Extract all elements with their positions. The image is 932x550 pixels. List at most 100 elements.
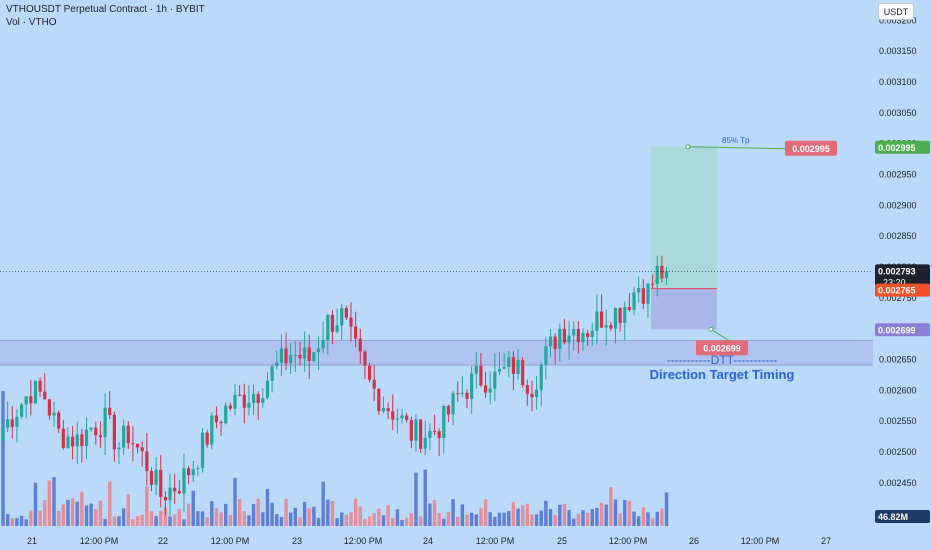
volume-bar <box>219 512 223 526</box>
volume-bar <box>196 511 200 526</box>
candle-body <box>126 425 130 444</box>
currency-button[interactable]: USDT <box>878 3 914 20</box>
volume-bar <box>493 516 497 526</box>
candle-body <box>279 348 283 363</box>
candle-body <box>483 385 488 393</box>
candle-body <box>75 434 79 447</box>
candle-body <box>177 491 181 494</box>
time-axis-background[interactable] <box>0 531 873 550</box>
candle-body <box>405 415 409 421</box>
candle-body <box>400 415 404 419</box>
time-axis[interactable]: 21 12:00 PM 22 12:00 PM 23 12:00 PM 24 12:00 PM… <box>0 531 873 550</box>
candle-body <box>595 311 599 331</box>
price-axis[interactable]: 0.0032000.0031500.0031000.0030500.003000… <box>873 0 932 550</box>
volume-bar <box>5 514 10 526</box>
volume-bar <box>567 510 571 526</box>
volume-bar <box>609 487 613 526</box>
candle-body <box>10 419 14 427</box>
candle-body <box>66 436 70 449</box>
candle-body <box>173 487 177 492</box>
candle-body <box>94 427 98 436</box>
candle-body <box>251 393 256 403</box>
volume-bar <box>400 519 404 526</box>
dtt-annotation-line: -----------DTT----------- <box>667 353 778 367</box>
candle-body <box>511 357 515 374</box>
price-tick-label: 0.003150 <box>879 46 917 56</box>
volume-bar <box>149 511 154 526</box>
candle-body <box>497 368 502 372</box>
volume-bar <box>618 513 622 526</box>
candle-body <box>242 394 246 408</box>
volume-bar <box>344 514 349 526</box>
volume-bar <box>409 513 414 526</box>
volume-bar <box>404 517 409 526</box>
candle-body <box>544 346 548 365</box>
volume-bar <box>108 481 112 526</box>
candle-body <box>488 388 492 393</box>
candle-body <box>19 404 24 417</box>
candle-body <box>409 420 413 441</box>
volume-bar <box>145 486 149 526</box>
volume-bar <box>89 503 93 526</box>
volume-bar <box>163 507 168 526</box>
volume-bar <box>326 499 330 526</box>
candle-body <box>576 329 580 343</box>
target-callout-box[interactable] <box>785 140 837 156</box>
time-tick-label: 26 <box>689 536 699 546</box>
candle-body <box>632 292 636 310</box>
current-price-tag <box>875 264 930 290</box>
volume-bar <box>562 503 567 526</box>
candle-body <box>344 308 348 318</box>
volume-bar <box>288 512 293 526</box>
candle-body <box>655 265 659 284</box>
volume-bar <box>623 500 627 526</box>
price-tick-label: 0.003200 <box>879 15 917 25</box>
volume-bar <box>372 513 376 526</box>
volume-bar <box>214 508 219 526</box>
position-stop-zone[interactable] <box>651 288 717 330</box>
candle-body <box>98 435 103 438</box>
time-tick-label: 23 <box>292 536 302 546</box>
target-anchor[interactable] <box>685 144 691 150</box>
volume-bar <box>126 494 130 526</box>
candle-body <box>135 443 140 448</box>
candle-body <box>238 394 242 396</box>
candle-body <box>335 325 339 332</box>
stop-anchor[interactable] <box>708 326 714 332</box>
candle-body <box>502 366 506 369</box>
volume-bar <box>168 516 172 526</box>
stop-price-tag-text: 0.002699 <box>878 325 916 335</box>
candle-body <box>507 357 511 367</box>
volume-bar <box>414 472 418 526</box>
volume-bar <box>94 508 98 526</box>
volume-bars <box>1 391 669 526</box>
candle-body <box>33 380 38 404</box>
volume-bar <box>47 480 52 526</box>
entry-price-tag-text: 0.002765 <box>878 286 916 296</box>
candle-body <box>43 391 47 400</box>
candle-body <box>377 388 381 412</box>
volume-bar <box>660 508 664 526</box>
candle-body <box>284 348 288 364</box>
candle-body <box>381 408 386 412</box>
volume-bar <box>80 492 84 526</box>
candle-body <box>423 437 427 449</box>
volume-bar <box>233 477 237 526</box>
volume-bar <box>595 507 599 526</box>
candle-body <box>228 405 232 409</box>
candle-body <box>187 468 191 476</box>
volume-bar <box>488 512 492 526</box>
stop-callout-box[interactable] <box>696 340 748 356</box>
candle-body <box>182 468 186 494</box>
candle-body <box>367 365 372 380</box>
volume-bar <box>302 501 307 526</box>
candle-body <box>660 265 664 279</box>
candle-body <box>516 360 520 374</box>
volume-bar <box>576 513 581 526</box>
volume-bar <box>525 503 530 526</box>
time-tick-label: 12:00 PM <box>741 536 780 546</box>
candle-body <box>316 348 321 353</box>
volume-bar <box>43 500 47 526</box>
target-price-tag-text: 0.002995 <box>878 143 916 153</box>
